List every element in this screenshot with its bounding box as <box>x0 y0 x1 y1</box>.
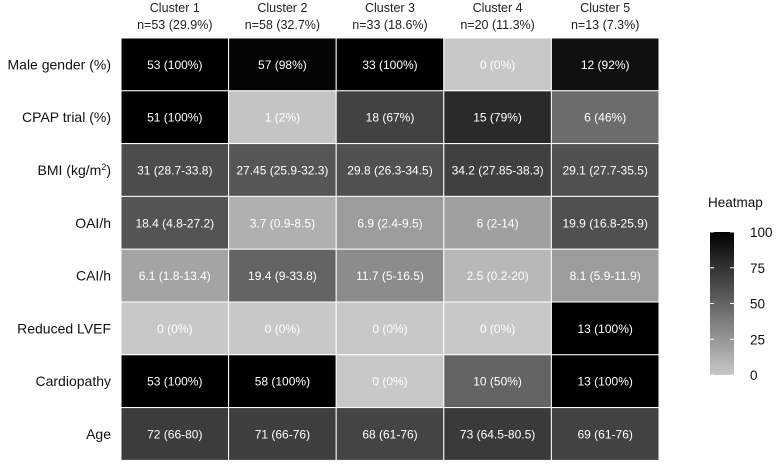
heatmap-cell <box>120 407 230 461</box>
cell-value-label: 31 (28.7-33.8) <box>137 164 212 178</box>
heatmap-cell <box>550 90 660 145</box>
cell-value-label: 11.7 (5-16.5) <box>356 269 424 283</box>
heatmap-cell <box>443 407 552 461</box>
heatmap-cell <box>335 37 445 92</box>
cell-value-label: 58 (100%) <box>255 375 310 389</box>
heatmap-cell <box>550 407 660 461</box>
row-label: Reduced LVEF <box>17 320 111 336</box>
heatmap-cell <box>550 301 660 356</box>
row-label: CPAP trial (%) <box>22 109 111 125</box>
column-header-name: Cluster 5 <box>580 1 630 15</box>
cell-value-label: 69 (61-76) <box>578 428 633 442</box>
heatmap-cell <box>228 195 337 250</box>
heatmap-cell <box>120 248 230 303</box>
cell-value-label: 19.9 (16.8-25.9) <box>563 216 648 230</box>
cell-value-label: 68 (61-76) <box>362 428 417 442</box>
heatmap-cell <box>120 90 230 145</box>
legend-tick-label: 75 <box>750 261 765 276</box>
row-label: Age <box>86 426 111 442</box>
cell-value-label: 34.2 (27.85-38.3) <box>452 164 544 178</box>
cell-value-label: 18 (67%) <box>366 111 415 125</box>
cell-value-label: 57 (98%) <box>258 58 307 72</box>
cell-value-label: 27.45 (25.9-32.3) <box>236 164 328 178</box>
row-label: Male gender (%) <box>8 56 112 72</box>
heatmap-cell <box>228 248 337 303</box>
cell-value-label: 29.8 (26.3-34.5) <box>347 164 432 178</box>
cell-value-label: 33 (100%) <box>362 58 417 72</box>
row-label: OAI/h <box>75 215 111 231</box>
cell-value-label: 0 (0%) <box>157 322 192 336</box>
cell-value-label: 71 (66-76) <box>255 428 310 442</box>
heatmap-cell <box>443 37 552 92</box>
column-header-name: Cluster 3 <box>365 1 415 15</box>
cell-value-label: 6.1 (1.8-13.4) <box>139 269 211 283</box>
cell-value-label: 1 (2%) <box>265 111 300 125</box>
legend-tick-label: 25 <box>750 332 765 347</box>
cell-value-label: 0 (0%) <box>265 322 300 336</box>
heatmap-cell <box>335 301 445 356</box>
cell-value-label: 0 (0%) <box>480 322 515 336</box>
heatmap-cell <box>228 37 337 92</box>
cell-value-label: 73 (64.5-80.5) <box>460 428 535 442</box>
cell-value-label: 6.9 (2.4-9.5) <box>357 216 422 230</box>
column-header-name: Cluster 2 <box>257 1 307 15</box>
heatmap-cell <box>228 301 337 356</box>
legend-tick-label: 0 <box>750 368 758 383</box>
heatmap-cell <box>550 143 660 197</box>
cell-value-label: 29.1 (27.7-35.5) <box>563 164 648 178</box>
heatmap-cell <box>335 407 445 461</box>
heatmap-cell <box>228 407 337 461</box>
heatmap-cell <box>443 143 552 197</box>
cell-value-label: 19.4 (9-33.8) <box>248 269 317 283</box>
legend-tick-label: 50 <box>750 297 765 312</box>
column-header-name: Cluster 1 <box>150 1 200 15</box>
cell-value-label: 0 (0%) <box>372 322 407 336</box>
cell-value-label: 0 (0%) <box>480 58 515 72</box>
column-header-name: Cluster 4 <box>473 1 523 15</box>
heatmap-cell <box>550 195 660 250</box>
cell-value-label: 8.1 (5.9-11.9) <box>570 269 641 283</box>
row-label: BMI (kg/m2) <box>38 162 111 178</box>
cell-value-label: 0 (0%) <box>372 375 407 389</box>
heatmap-cell <box>120 195 230 250</box>
column-header-count: n=20 (11.3%) <box>460 18 534 32</box>
legend-tick-label: 100 <box>750 225 773 240</box>
heatmap-cell <box>120 37 230 92</box>
cell-value-label: 15 (79%) <box>473 111 522 125</box>
legend-title: Heatmap <box>708 195 763 210</box>
heatmap-cell <box>550 248 660 303</box>
heatmap-cell <box>335 248 445 303</box>
cell-value-label: 13 (100%) <box>578 322 633 336</box>
column-header-count: n=53 (29.9%) <box>137 18 212 32</box>
cell-value-label: 53 (100%) <box>147 58 202 72</box>
heatmap-cell <box>120 354 230 409</box>
cell-value-label: 51 (100%) <box>147 111 202 125</box>
row-label: Cardiopathy <box>36 373 112 389</box>
column-header-count: n=13 (7.3%) <box>571 18 639 32</box>
column-header-count: n=58 (32.7%) <box>245 18 320 32</box>
heatmap-cell <box>335 90 445 145</box>
cell-value-label: 72 (66-80) <box>147 428 202 442</box>
cell-value-label: 6 (46%) <box>584 111 626 125</box>
cell-value-label: 10 (50%) <box>473 375 522 389</box>
heatmap-cell <box>228 143 337 197</box>
heatmap-cell <box>335 195 445 250</box>
heatmap-cell <box>443 301 552 356</box>
cell-value-label: 53 (100%) <box>147 375 202 389</box>
cell-value-label: 13 (100%) <box>578 375 633 389</box>
cell-value-label: 6 (2-14) <box>477 216 519 230</box>
heatmap-cell <box>443 195 552 250</box>
cell-value-label: 12 (92%) <box>581 58 630 72</box>
cell-value-label: 3.7 (0.9-8.5) <box>250 216 315 230</box>
row-label: CAI/h <box>76 268 111 284</box>
cell-value-label: 18.4 (4.8-27.2) <box>135 216 214 230</box>
column-header-count: n=33 (18.6%) <box>352 18 427 32</box>
cell-value-label: 2.5 (0.2-20) <box>467 269 529 283</box>
heatmap-cell <box>550 354 660 409</box>
